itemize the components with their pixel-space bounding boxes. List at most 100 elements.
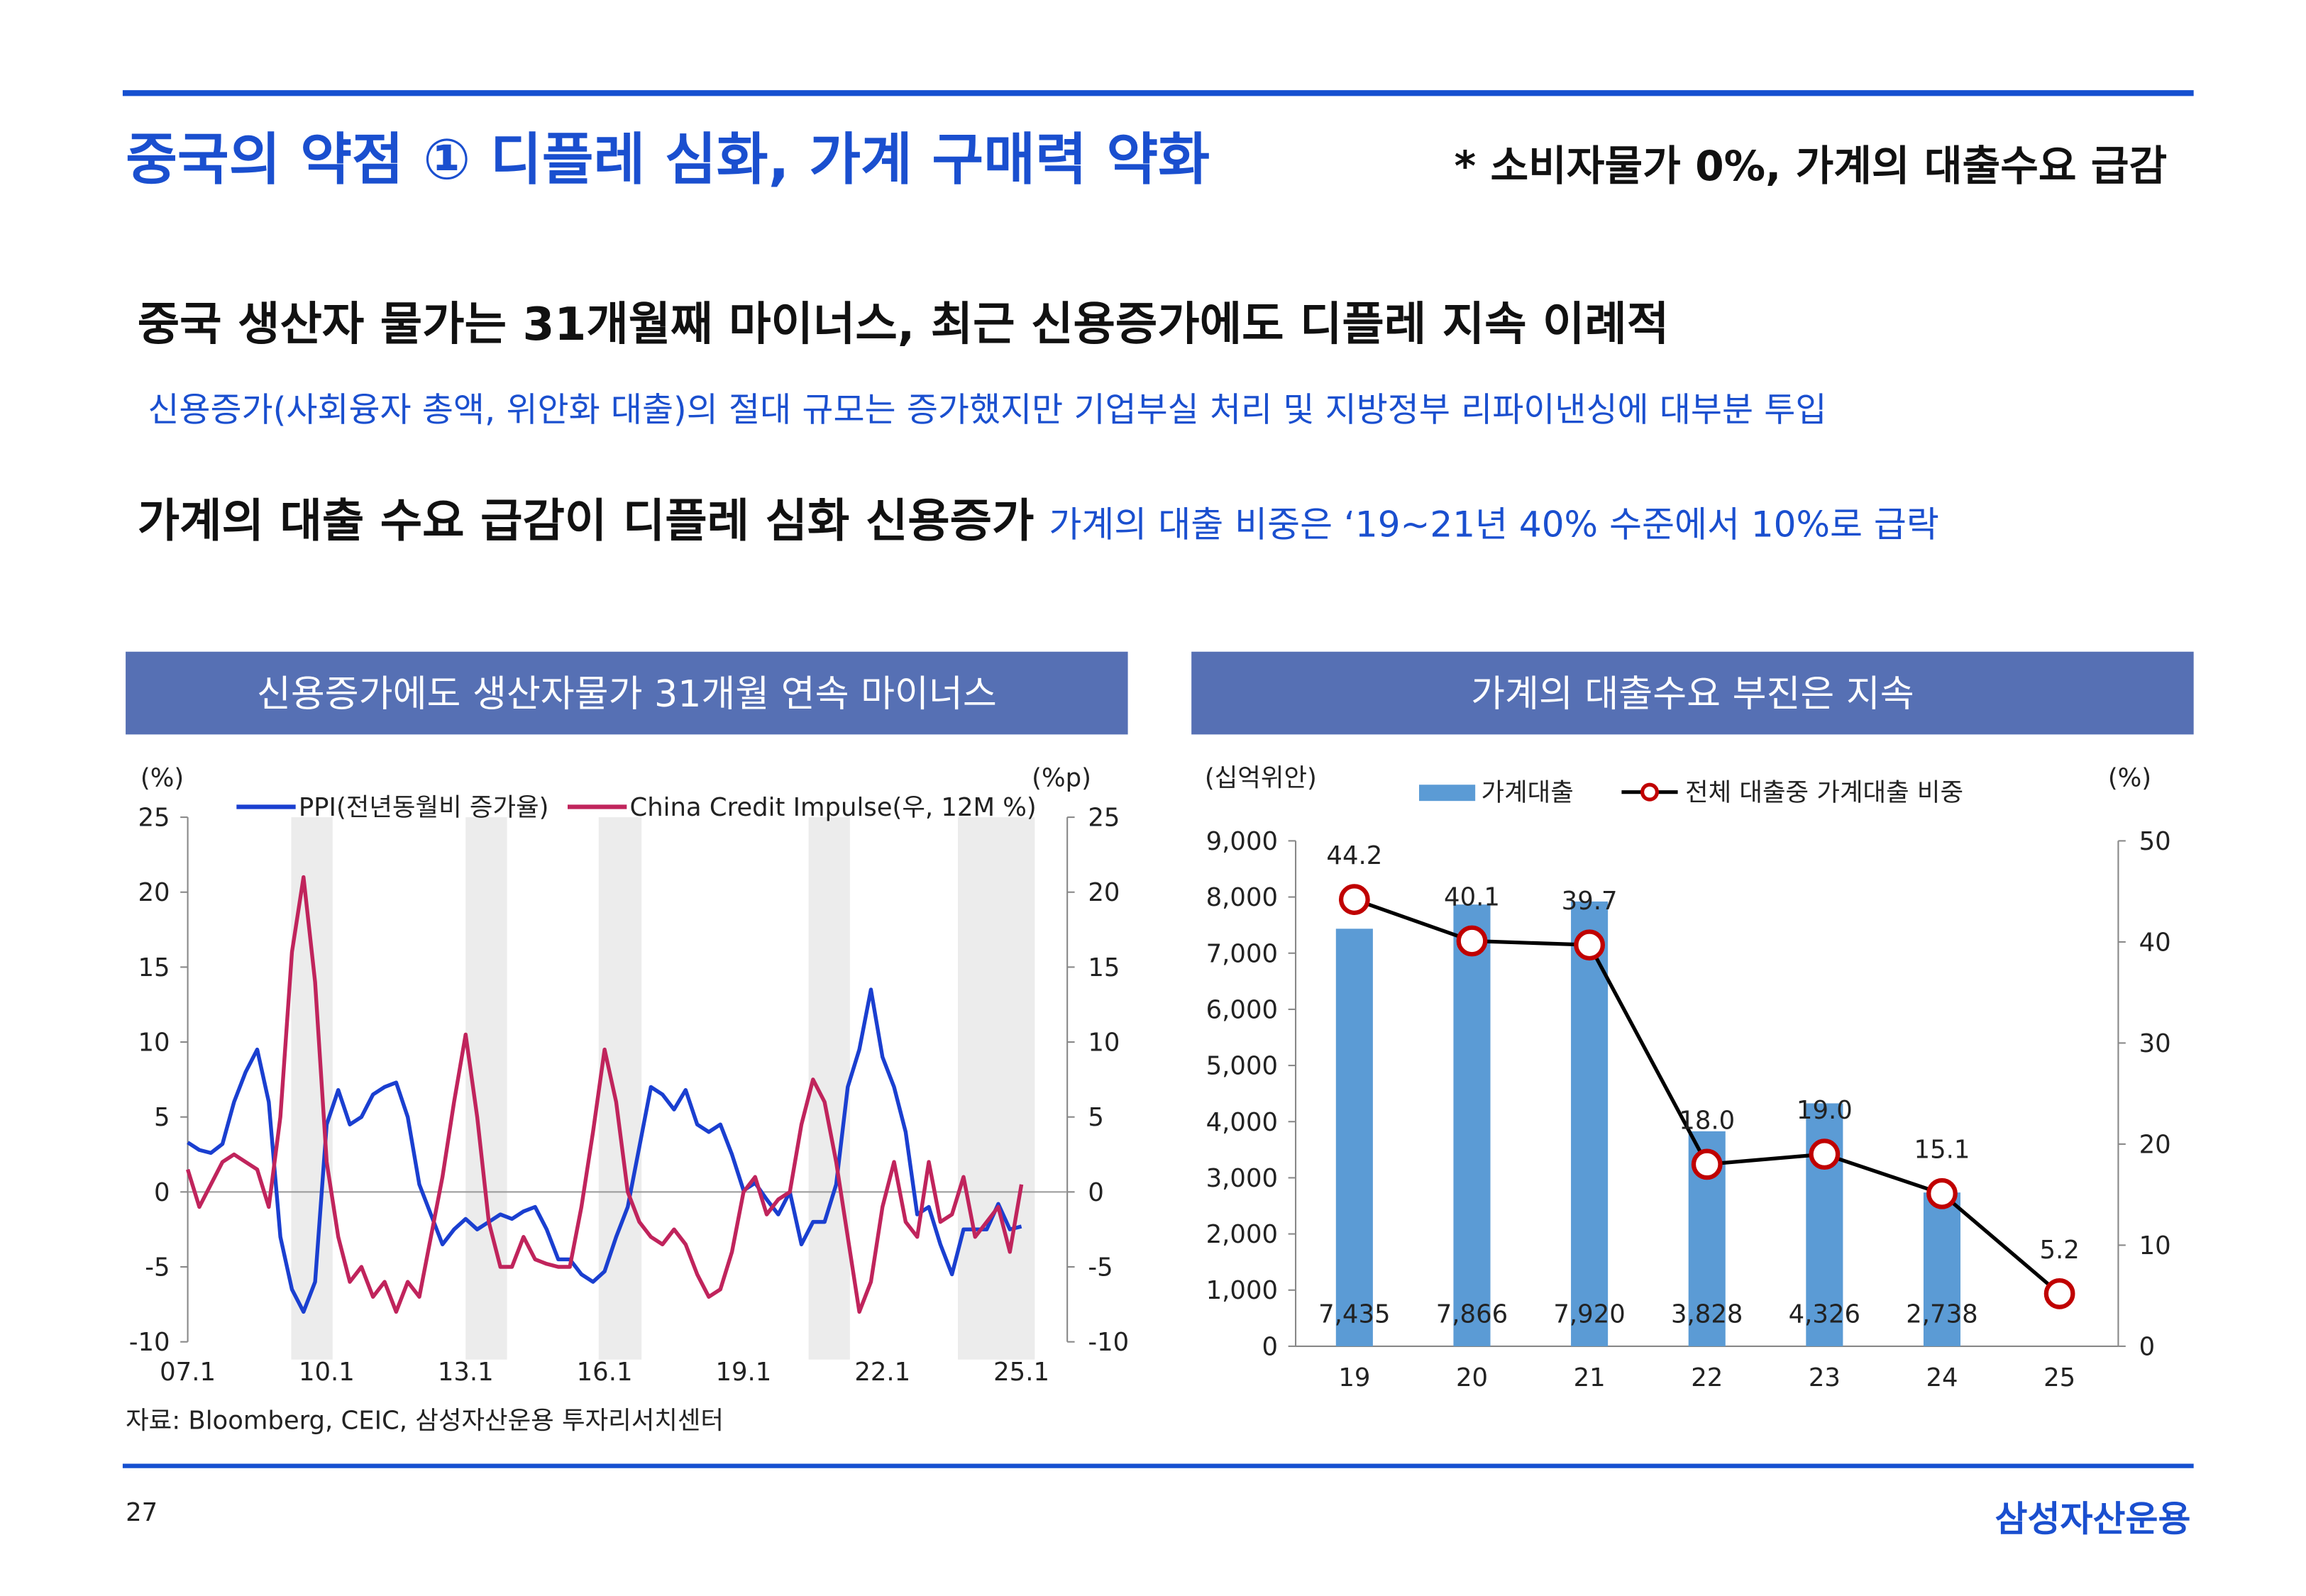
y2-tick-label: 20	[2139, 1130, 2171, 1159]
line-marker	[1926, 1177, 1958, 1209]
logo: 삼성자산운용	[1995, 1498, 2191, 1539]
bar	[1923, 1192, 1961, 1346]
y-tick-label: -10	[129, 1328, 170, 1357]
bar	[1335, 929, 1373, 1346]
panel-header	[1191, 651, 2194, 735]
legend-label: 가계대출	[1482, 778, 1574, 807]
y2-tick-label: 10	[2139, 1231, 2171, 1260]
y2-tick-label: 40	[2139, 928, 2171, 957]
line-value-label: 44.2	[1326, 841, 1382, 870]
y-tick-label: -5	[145, 1253, 170, 1282]
y2-tick-label: 30	[2139, 1029, 2171, 1058]
slide-note: * 소비자물가 0%, 가계의 대출수요 급감	[1455, 142, 2168, 190]
line-value-label: 19.0	[1797, 1096, 1853, 1125]
x-tick-label: 23	[1809, 1363, 1841, 1392]
line-marker	[1809, 1138, 1841, 1170]
line-value-label: 40.1	[1444, 882, 1500, 911]
bar	[1571, 901, 1609, 1346]
y2-axis-label: (%)	[2108, 763, 2151, 792]
source: 자료: Bloomberg, CEIC, 삼성자산운용 투자리서치센터	[126, 1407, 724, 1436]
bar-value-label: 4,326	[1789, 1300, 1860, 1329]
bar-value-label: 7,435	[1318, 1300, 1390, 1329]
y-axis-label: (십억위안)	[1205, 763, 1317, 792]
x-tick-label: 20	[1456, 1363, 1488, 1392]
y2-tick-label: 0	[2139, 1332, 2156, 1361]
line-value-label: 5.2	[2039, 1236, 2079, 1265]
bar-value-label: 7,920	[1553, 1300, 1625, 1329]
x-tick-label: 21	[1574, 1363, 1606, 1392]
bar-value-label: 2,738	[1906, 1300, 1977, 1329]
line-value-label: 18.0	[1679, 1106, 1735, 1135]
y2-tick-label: 5	[1088, 1103, 1104, 1132]
y-axis-label: (%)	[140, 763, 184, 792]
y-tick-label: 15	[138, 953, 170, 982]
x-tick-label: 24	[1926, 1363, 1958, 1392]
y2-tick-label: 0	[1088, 1178, 1104, 1207]
legend-label: PPI(전년동월비 증가율)	[299, 793, 549, 822]
y-tick-label: 9,000	[1206, 827, 1278, 856]
series-line	[185, 875, 1024, 1314]
y-tick-label: 5,000	[1206, 1052, 1278, 1081]
shade	[598, 817, 642, 1360]
y-tick-label: 10	[138, 1029, 170, 1058]
legend-label: China Credit Impulse(우, 12M %)	[630, 793, 1037, 822]
panel-title: 신용증가에도 생산자물가 31개월 연속 마이너스	[257, 673, 997, 716]
y2-tick-label: 10	[1088, 1029, 1120, 1058]
y-tick-label: 20	[138, 878, 170, 907]
y-tick-label: 5	[154, 1103, 170, 1132]
line-marker	[1456, 925, 1488, 957]
line-marker	[1574, 929, 1605, 961]
line3-main: 가계의 대출 수요 급감이 디플레 심화 신용증가	[138, 494, 1035, 548]
y-tick-label: 4,000	[1206, 1108, 1278, 1137]
line3: 가계의 대출 수요 급감이 디플레 심화 신용증가 가계의 대출 비중은 ‘19~…	[138, 494, 1939, 548]
line-marker	[1338, 884, 1370, 915]
line-value-label: 39.7	[1562, 887, 1618, 916]
y2-tick-label: 20	[1088, 878, 1120, 907]
x-tick-label: 07.1	[160, 1358, 216, 1387]
line3-highlight: 가계의 대출 비중은 ‘19~21년 40% 수준에서 10%로 급락	[1049, 504, 1939, 545]
x-tick-label: 10.1	[299, 1358, 355, 1387]
line-marker	[2043, 1278, 2075, 1309]
legend-marker	[1640, 782, 1660, 802]
series-line	[187, 987, 1022, 1314]
shade	[291, 817, 333, 1360]
panel-title: 가계의 대출수요 부진은 지속	[1471, 673, 1914, 716]
line-value-label: 15.1	[1914, 1136, 1970, 1165]
y2-tick-label: 50	[2139, 827, 2171, 856]
y2-tick-label: -10	[1088, 1328, 1129, 1357]
y-tick-label: 2,000	[1206, 1220, 1278, 1249]
y2-tick-label: 15	[1088, 953, 1120, 982]
x-tick-label: 22.1	[854, 1358, 910, 1387]
x-tick-label: 16.1	[577, 1358, 633, 1387]
bar-value-label: 3,828	[1671, 1300, 1743, 1329]
panel-header	[126, 651, 1128, 735]
subline: 신용증가(사회융자 총액, 위안화 대출)의 절대 규모는 증가했지만 기업부실…	[148, 391, 1826, 430]
y-tick-label: 3,000	[1206, 1164, 1278, 1193]
x-tick-label: 13.1	[438, 1358, 494, 1387]
page-number: 27	[126, 1498, 158, 1527]
line-marker	[1691, 1148, 1723, 1180]
x-tick-label: 25	[2043, 1363, 2075, 1392]
y-tick-label: 1,000	[1206, 1276, 1278, 1305]
y-tick-label: 0	[1262, 1332, 1279, 1361]
y-tick-label: 7,000	[1206, 939, 1278, 968]
legend-label: 전체 대출중 가계대출 비중	[1685, 778, 1963, 807]
bar-value-label: 7,866	[1436, 1300, 1508, 1329]
x-tick-label: 25.1	[993, 1358, 1049, 1387]
slide-title: 중국의 약점 ① 디플레 심화, 가계 구매력 약화	[126, 127, 1210, 192]
bar	[1453, 904, 1491, 1346]
y2-axis-label: (%p)	[1032, 763, 1091, 792]
shade	[958, 817, 1035, 1360]
legend-swatch	[1419, 785, 1476, 802]
y2-tick-label: -5	[1088, 1253, 1113, 1282]
shade	[808, 817, 850, 1360]
y-tick-label: 25	[138, 804, 170, 833]
headline: 중국 생산자 물가는 31개월째 마이너스, 최근 신용증가에도 디플레 지속 …	[138, 298, 1670, 351]
y-tick-label: 6,000	[1206, 995, 1278, 1024]
y2-tick-label: 25	[1088, 804, 1120, 833]
x-tick-label: 22	[1691, 1363, 1723, 1392]
y-tick-label: 8,000	[1206, 883, 1278, 912]
shaded-periods	[291, 817, 1035, 1360]
